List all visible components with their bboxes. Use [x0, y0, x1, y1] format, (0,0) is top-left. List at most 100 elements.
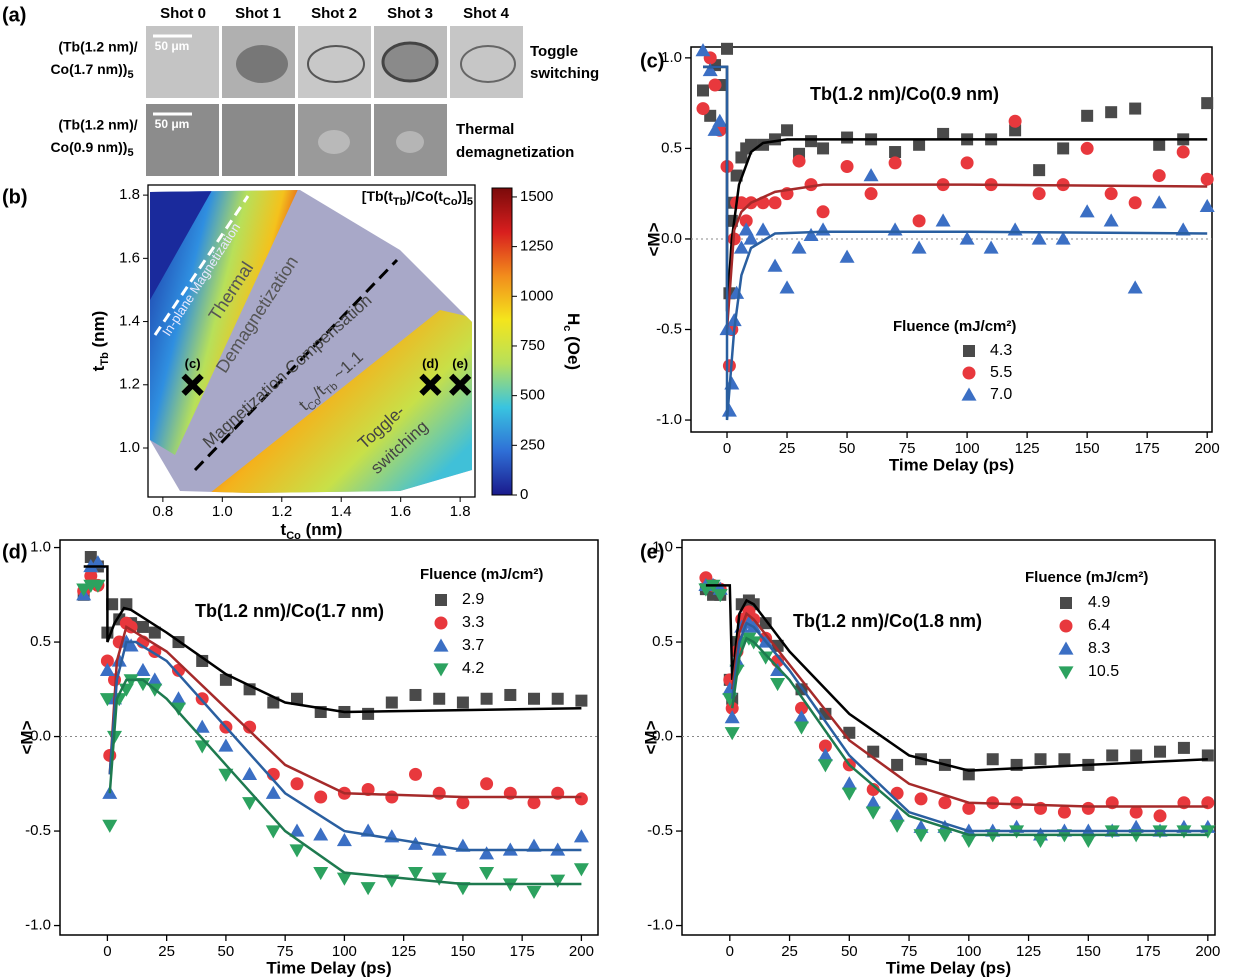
x-tick-label: 100 — [956, 943, 981, 960]
colorbar-tick-label: 1250 — [520, 238, 553, 255]
marker-triangle-down — [102, 819, 118, 833]
marker-circle — [888, 156, 902, 170]
marker-circle — [1152, 169, 1166, 183]
sample-label-line: Co(0.9 nm)) — [50, 139, 127, 155]
x-tick-label: 0 — [103, 943, 111, 960]
heatmap-field — [150, 190, 472, 493]
x-tick-label: 0 — [726, 943, 734, 960]
chart-title: Tb(1.2 nm)/Co(1.8 nm) — [793, 611, 982, 631]
marker-triangle-down — [526, 885, 542, 900]
marker-circle — [696, 102, 710, 116]
subscript: Co — [286, 530, 301, 542]
x-axis-label: Time Delay (ps) — [889, 455, 1014, 474]
legend-marker — [1059, 619, 1073, 633]
marker-triangle-up — [147, 672, 163, 686]
label-part: (nm) — [301, 520, 343, 539]
marker-label: (e) — [452, 356, 468, 371]
y-tick-label: 1.0 — [661, 49, 682, 66]
compensation-line — [193, 258, 399, 472]
y-tick-label: 1.0 — [652, 539, 673, 556]
x-tick-label: 25 — [779, 440, 796, 457]
panel-label: (c) — [640, 50, 664, 72]
marker-triangle-down — [455, 882, 471, 896]
label-part: H — [564, 313, 583, 325]
marker-square — [1009, 124, 1022, 137]
y-tick-label: 1.0 — [119, 439, 140, 456]
marker-square — [1034, 753, 1047, 766]
sample-marker — [449, 373, 472, 396]
domain — [307, 45, 365, 83]
marker-triangle-down — [1033, 834, 1049, 849]
domain — [460, 45, 516, 83]
marker-triangle-down — [265, 825, 281, 839]
fit-line — [705, 584, 1208, 772]
marker-circle — [1200, 172, 1214, 186]
marker-triangle-down — [937, 829, 953, 843]
y-tick-label: 1.4 — [119, 313, 140, 330]
marker-square — [817, 142, 830, 155]
label-part: t — [89, 365, 108, 371]
x-tick-label: 25 — [158, 943, 175, 960]
marker-triangle-up — [755, 222, 771, 236]
y-axis-label: <M> — [641, 720, 660, 754]
marker-circle — [816, 205, 830, 219]
marker-triangle-up — [815, 222, 831, 236]
micrograph-grid — [146, 26, 523, 176]
marker-circle — [818, 739, 832, 753]
marker-square — [362, 707, 375, 720]
marker-square — [1154, 745, 1167, 758]
marker-square — [480, 692, 493, 705]
marker-square — [745, 138, 758, 151]
marker-circle — [864, 187, 878, 201]
marker-triangle-down — [550, 874, 566, 888]
y-tick-label: -1.0 — [656, 411, 682, 428]
caption: switching — [530, 65, 599, 82]
legend-label: 4.9 — [1088, 594, 1110, 611]
marker-triangle-up — [1055, 231, 1071, 245]
marker-circle — [314, 790, 328, 804]
colorbar-label: Hc (Oe) — [561, 313, 582, 370]
panel-label: (a) — [2, 4, 26, 26]
marker-square — [136, 620, 149, 633]
marker-triangle-up — [336, 833, 352, 847]
legend-label: 3.3 — [462, 614, 484, 631]
marker-circle — [1080, 141, 1094, 155]
colorbar-tick-label: 250 — [520, 436, 545, 453]
marker-triangle-down — [724, 727, 740, 741]
x-tick-label: 125 — [1016, 943, 1041, 960]
colorbar-tick-label: 0 — [520, 486, 528, 503]
y-tick-label: 1.6 — [119, 249, 140, 266]
marker-square — [697, 84, 710, 97]
y-tick-label: 1.0 — [30, 539, 51, 556]
marker-triangle-down — [289, 844, 305, 858]
marker-square — [735, 151, 748, 164]
x-tick-label: 1.4 — [331, 503, 352, 520]
x-tick-label: 25 — [781, 943, 798, 960]
colorbar — [491, 187, 513, 496]
legend-marker — [434, 616, 448, 630]
marker-triangle-up — [1199, 198, 1215, 212]
marker-circle — [409, 767, 423, 781]
marker-circle — [962, 801, 976, 815]
x-axis-label: tCo (nm) — [281, 520, 343, 541]
legend-label: 7.0 — [990, 386, 1012, 403]
fit-line — [108, 678, 582, 886]
heatmap-band — [150, 190, 215, 300]
marker-triangle-down — [794, 721, 810, 735]
legend-marker — [435, 594, 447, 606]
marker-square — [1105, 106, 1118, 119]
chart-title: Tb(1.2 nm)/Co(1.7 nm) — [195, 601, 384, 621]
legend-marker — [433, 638, 449, 652]
marker-circle — [290, 777, 304, 791]
marker-triangle-up — [889, 808, 905, 822]
marker-circle — [574, 792, 588, 806]
marker-square — [1081, 109, 1094, 122]
fit-line — [725, 183, 1208, 330]
marker-label: (d) — [422, 356, 439, 371]
marker-triangle-down — [90, 579, 106, 593]
marker-square — [721, 42, 734, 55]
domain — [396, 131, 424, 153]
y-tick-label: 0.5 — [652, 633, 673, 650]
marker-triangle-up — [779, 280, 795, 294]
x-tick-label: 200 — [1195, 943, 1220, 960]
